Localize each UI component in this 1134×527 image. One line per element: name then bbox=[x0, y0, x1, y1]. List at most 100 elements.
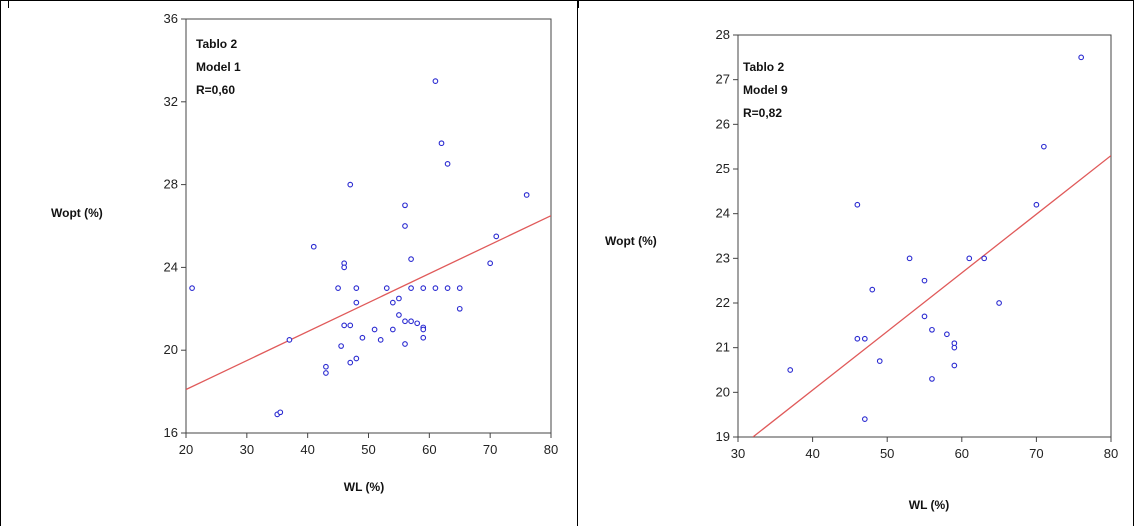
y-axis-label: Wopt (%) bbox=[605, 234, 657, 248]
data-point bbox=[338, 343, 344, 349]
y-tick-label: 16 bbox=[164, 425, 178, 440]
data-point bbox=[444, 161, 451, 167]
annotation-line: R=0,60 bbox=[196, 83, 235, 97]
data-point bbox=[869, 286, 876, 293]
y-tick-label: 25 bbox=[716, 161, 730, 176]
data-point bbox=[996, 300, 1002, 306]
x-tick-label: 40 bbox=[805, 446, 819, 461]
y-tick-label: 27 bbox=[716, 72, 730, 87]
annotation-line: Model 9 bbox=[743, 83, 788, 97]
data-point bbox=[951, 340, 958, 347]
data-point bbox=[353, 299, 360, 306]
data-point bbox=[341, 322, 348, 329]
data-point bbox=[929, 376, 935, 382]
data-point bbox=[523, 192, 530, 198]
data-point bbox=[347, 181, 354, 188]
y-tick-label: 26 bbox=[716, 116, 730, 131]
data-point bbox=[861, 335, 868, 342]
data-point bbox=[854, 335, 861, 342]
data-point bbox=[371, 326, 378, 333]
plot-frame bbox=[737, 34, 1112, 438]
data-point bbox=[402, 223, 408, 229]
x-tick-label: 50 bbox=[880, 446, 894, 461]
data-point bbox=[1078, 54, 1085, 61]
data-point bbox=[277, 409, 284, 416]
data-point bbox=[389, 326, 396, 333]
data-point bbox=[286, 337, 293, 343]
x-tick-label: 70 bbox=[1029, 446, 1043, 461]
y-tick-label: 24 bbox=[716, 206, 730, 221]
data-point bbox=[981, 255, 988, 262]
y-axis-label: Wopt (%) bbox=[51, 206, 103, 220]
data-point bbox=[414, 320, 421, 327]
y-tick-label: 20 bbox=[716, 384, 730, 399]
data-point bbox=[420, 285, 427, 291]
data-point bbox=[323, 363, 329, 370]
data-point bbox=[408, 285, 414, 291]
data-point bbox=[323, 370, 329, 376]
data-point bbox=[1033, 201, 1040, 208]
data-point bbox=[438, 140, 445, 147]
table-top-tick-left bbox=[8, 0, 9, 8]
annotation-line: R=0,82 bbox=[743, 106, 782, 120]
chart-panel-right: 19 20 21 22 23 24 25 26 27 28 30 40 50 60 70 80 Tablo 2 M… bbox=[577, 0, 1134, 526]
data-point bbox=[359, 334, 366, 341]
x-axis-label: WL (%) bbox=[344, 480, 384, 494]
y-tick-label: 28 bbox=[164, 177, 178, 192]
x-axis-label: WL (%) bbox=[909, 498, 949, 512]
x-tick-label: 40 bbox=[300, 442, 314, 457]
x-tick-label: 70 bbox=[483, 442, 497, 457]
x-tick-label: 80 bbox=[1104, 446, 1118, 461]
plot-frame bbox=[185, 18, 552, 434]
x-tick-label: 20 bbox=[179, 442, 193, 457]
data-point bbox=[353, 355, 360, 362]
data-point bbox=[456, 305, 463, 312]
x-tick-label: 60 bbox=[955, 446, 969, 461]
data-point bbox=[921, 277, 928, 284]
x-tick-label: 60 bbox=[422, 442, 436, 457]
data-point bbox=[396, 312, 402, 318]
scatter-chart-model-9: 19 20 21 22 23 24 25 26 27 28 30 40 50 60 70 80 Tablo 2 M… bbox=[605, 27, 1118, 512]
y-tick-label: 23 bbox=[716, 250, 730, 265]
data-point bbox=[310, 243, 317, 250]
data-point bbox=[444, 285, 451, 291]
data-point bbox=[432, 78, 439, 84]
chart-panel-left: 16 20 24 28 32 36 20 30 40 50 60 70 80 Tablo 2 Model 1… bbox=[0, 0, 578, 526]
y-tick-label: 22 bbox=[716, 295, 730, 310]
y-tick-label: 24 bbox=[164, 259, 178, 274]
table-top-tick-middle bbox=[578, 0, 579, 8]
data-point bbox=[408, 256, 414, 262]
data-point bbox=[341, 264, 348, 271]
data-point bbox=[456, 285, 463, 291]
data-point bbox=[951, 362, 958, 369]
data-point bbox=[929, 326, 935, 333]
data-point bbox=[420, 334, 427, 341]
data-point bbox=[432, 285, 439, 291]
x-tick-label: 30 bbox=[731, 446, 745, 461]
y-tick-label: 28 bbox=[716, 27, 730, 42]
data-point bbox=[347, 359, 354, 366]
data-point bbox=[921, 313, 928, 320]
data-point bbox=[396, 295, 402, 302]
x-tick-label: 30 bbox=[240, 442, 254, 457]
data-point bbox=[487, 260, 494, 267]
data-point bbox=[377, 337, 384, 343]
data-point bbox=[402, 341, 408, 347]
data-point bbox=[1041, 143, 1047, 150]
data-point bbox=[420, 326, 427, 333]
data-point bbox=[189, 285, 195, 291]
annotation-line: Model 1 bbox=[196, 60, 241, 74]
regression-line bbox=[186, 215, 551, 391]
data-point bbox=[383, 285, 390, 291]
data-point bbox=[861, 416, 868, 422]
data-point bbox=[402, 318, 408, 325]
data-point bbox=[854, 201, 861, 208]
data-point bbox=[335, 285, 341, 291]
annotation-line: Tablo 2 bbox=[743, 60, 784, 74]
data-point bbox=[876, 358, 883, 364]
data-point bbox=[493, 233, 500, 240]
y-tick-label: 32 bbox=[164, 94, 178, 109]
x-tick-label: 80 bbox=[544, 442, 558, 457]
data-point bbox=[787, 367, 794, 373]
y-tick-label: 20 bbox=[164, 342, 178, 357]
